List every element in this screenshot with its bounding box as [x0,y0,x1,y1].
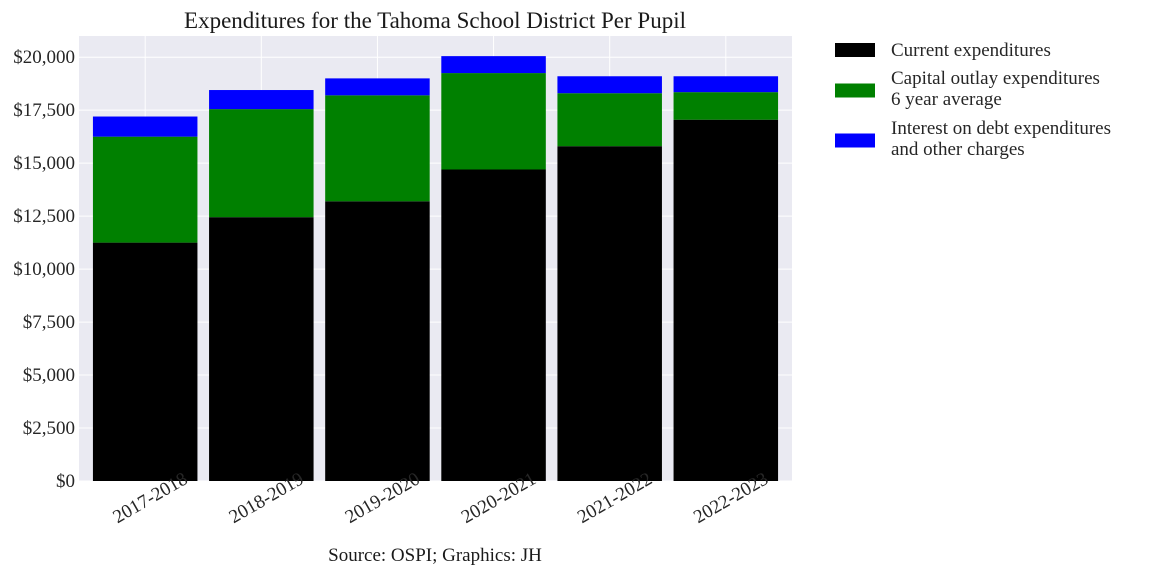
bar-segment [673,92,779,120]
bar-segment [209,217,314,481]
legend-label: Capital outlay expenditures 6 year averag… [891,68,1100,110]
bar-segment [557,93,662,147]
bar-segment [92,136,198,243]
bar-segment [557,146,662,481]
y-tick-label: $2,500 [23,418,75,439]
y-tick-label: $7,500 [23,312,75,333]
bar-segment [673,76,779,93]
y-tick-label: $15,000 [13,153,75,174]
bar-segment [441,56,546,74]
legend-label: Current expenditures [891,40,1051,61]
bar-segment [325,201,430,482]
y-tick-label: $20,000 [13,47,75,68]
legend-swatch [835,83,875,98]
legend-label: Interest on debt expenditures and other c… [891,118,1111,160]
bar-segment [209,109,314,218]
bar-segment [92,116,198,137]
bar-segment [92,242,198,481]
bar-segment [557,76,662,94]
bar-segment [209,90,314,110]
y-tick-label: $12,500 [13,206,75,227]
bar-segment [441,169,546,481]
legend-swatch [835,43,875,57]
bars [92,56,779,482]
bar-segment [325,78,430,96]
chart-title: Expenditures for the Tahoma School Distr… [184,8,686,33]
bar-segment [673,119,779,481]
legend: Current expenditures Capital outlay expen… [835,40,1111,160]
bar-segment [441,73,546,170]
source-caption: Source: OSPI; Graphics: JH [328,545,542,566]
legend-swatch [835,133,875,148]
y-tick-label: $0 [56,471,75,492]
bar-segment [325,95,430,202]
y-tick-label: $10,000 [13,259,75,280]
y-tick-label: $17,500 [13,100,75,121]
y-axis-ticks: $0 $2,500 $5,000 $7,500 $10,000 $12,500 $15,00… [13,47,75,492]
y-tick-label: $5,000 [23,365,75,386]
